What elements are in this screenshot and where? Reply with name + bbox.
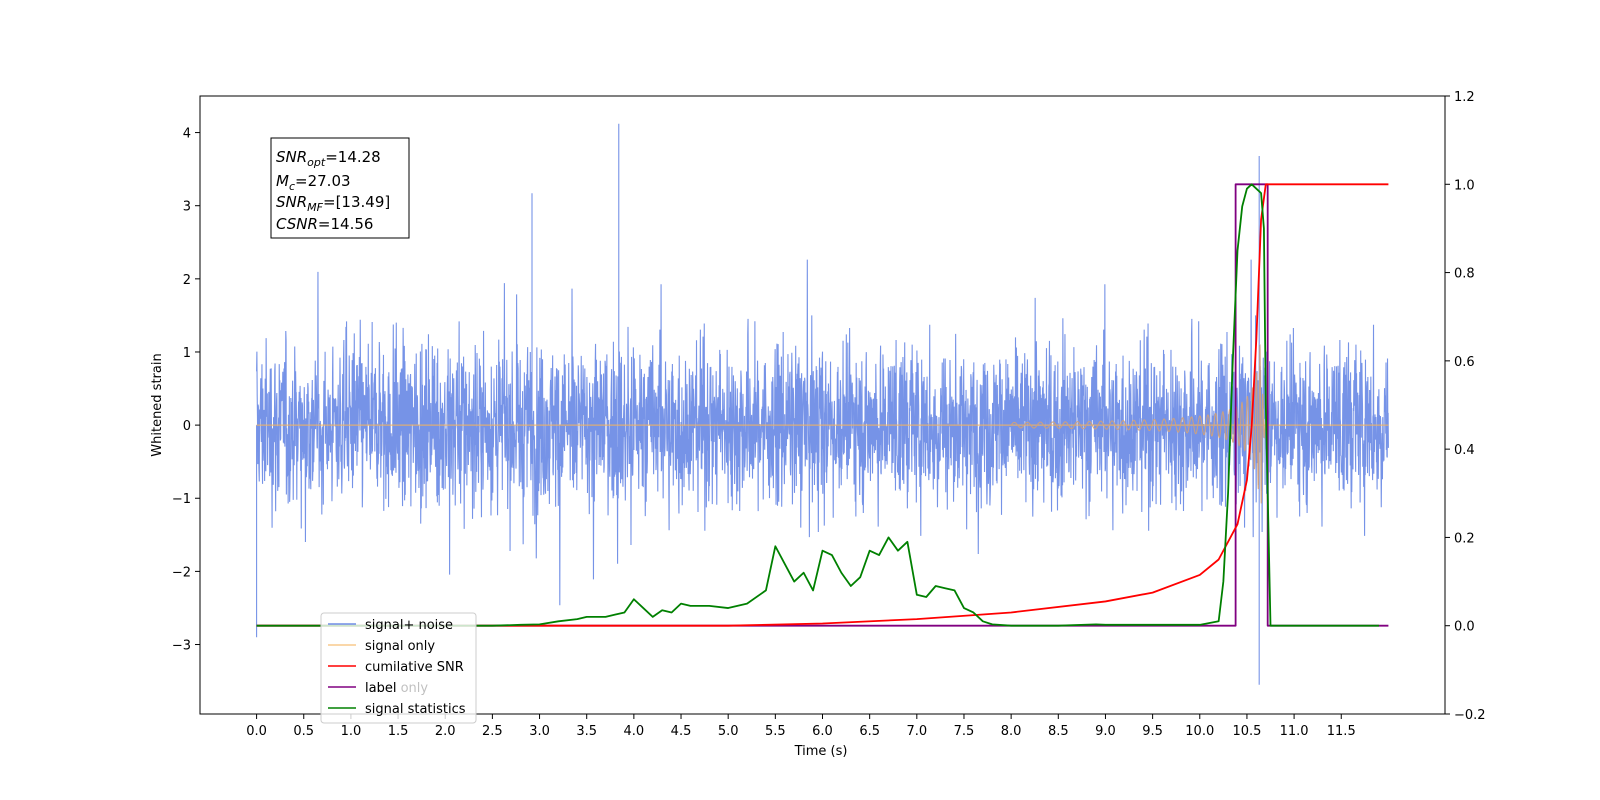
y-tick-label: −2	[172, 565, 191, 580]
stat-snr-opt: SNRopt=14.28	[276, 148, 381, 169]
y-tick-label: 4	[183, 127, 191, 142]
x-tick-label: 1.0	[341, 724, 362, 739]
y-tick-label: −3	[172, 639, 191, 654]
x-tick-label: 8.5	[1048, 724, 1069, 739]
x-tick-label: 7.0	[906, 724, 927, 739]
x-tick-label: 1.5	[388, 724, 409, 739]
y2-tick-label: 1.2	[1454, 90, 1475, 105]
stats-box-frame	[270, 137, 410, 239]
x-tick-label: 10.5	[1232, 724, 1261, 739]
x-tick-label: 3.5	[576, 724, 597, 739]
legend-entry-signal-noise: signal+ noise	[328, 618, 453, 633]
x-tick-label: 0.0	[246, 724, 267, 739]
y-tick-label: 2	[183, 273, 191, 288]
stat-csnr: CSNR=14.56	[276, 215, 373, 233]
legend-entry-cumulative-snr: cumilative SNR	[328, 660, 464, 675]
x-tick-label: 2.0	[435, 724, 456, 739]
legend-label-signal-only: signal only	[365, 639, 435, 654]
y-tick-label: 3	[183, 200, 191, 215]
x-tick-label: 6.0	[812, 724, 833, 739]
x-tick-label: 5.0	[718, 724, 739, 739]
legend-entry-signal-statistics: signal statistics	[328, 702, 466, 717]
y2-tick-label: 0.8	[1454, 267, 1475, 282]
legend: signal+ noise signal only cumilative SNR…	[320, 612, 477, 724]
legend-entry-label: label only label	[328, 681, 428, 696]
y-tick-label: 0	[183, 419, 191, 434]
x-tick-label: 6.5	[859, 724, 880, 739]
axes-layer: 0.0 0.5 1.0 1.5 2.0 2.5 3.0 3.5 4.0 4.5 5.0 5.5 6.0 6…	[172, 90, 1486, 739]
y2-tick-label: 0.6	[1454, 355, 1475, 370]
y-axis-label: Whitened strain	[150, 353, 165, 456]
legend-label-signal-statistics: signal statistics	[365, 702, 466, 717]
series-cumulative-snr-line	[256, 183, 1389, 627]
legend-label-label-only-faded: label only	[365, 681, 428, 696]
y2-tick-label: 0.4	[1454, 443, 1475, 458]
x-tick-label: 9.5	[1142, 724, 1163, 739]
x-tick-label: 3.0	[529, 724, 550, 739]
stat-snr-mf: SNRMF=[13.49]	[276, 193, 390, 214]
y-tick-label: 1	[183, 346, 191, 361]
stat-mc: Mc=27.03	[276, 172, 351, 193]
y-tick-label: −1	[172, 492, 191, 507]
x-tick-label: 0.5	[293, 724, 314, 739]
x-tick-label: 7.5	[954, 724, 975, 739]
y2-tick-label: 0.0	[1454, 620, 1475, 635]
y2-tick-label: 1.0	[1454, 178, 1475, 193]
x-axis-label: Time (s)	[794, 744, 848, 759]
series-signal-statistics-line	[256, 183, 1379, 627]
legend-label-signal-noise: signal+ noise	[365, 618, 453, 633]
x-tick-label: 5.5	[765, 724, 786, 739]
x-tick-label: 4.5	[671, 724, 692, 739]
x-tick-label: 10.0	[1185, 724, 1214, 739]
x-tick-label: 8.0	[1001, 724, 1022, 739]
legend-label-label: label	[365, 681, 396, 696]
x-tick-label: 11.5	[1327, 724, 1356, 739]
x-tick-label: 11.0	[1280, 724, 1309, 739]
x-tick-label: 9.0	[1095, 724, 1116, 739]
y2-tick-label: 0.2	[1454, 531, 1475, 546]
series-signal-noise-line	[256, 123, 1389, 685]
legend-frame	[320, 612, 477, 724]
series-signal-only-chirp	[1010, 344, 1268, 504]
x-tick-label: 2.5	[482, 724, 503, 739]
stats-box: SNRopt=14.28 Mc=27.03 SNRMF=[13.49] CSNR…	[270, 137, 410, 239]
legend-entry-signal-only: signal only	[328, 639, 435, 654]
x-tick-label: 4.0	[624, 724, 645, 739]
data-layer	[256, 123, 1389, 685]
y2-tick-label: −0.2	[1454, 708, 1486, 723]
legend-label-cumulative-snr: cumilative SNR	[365, 660, 464, 675]
